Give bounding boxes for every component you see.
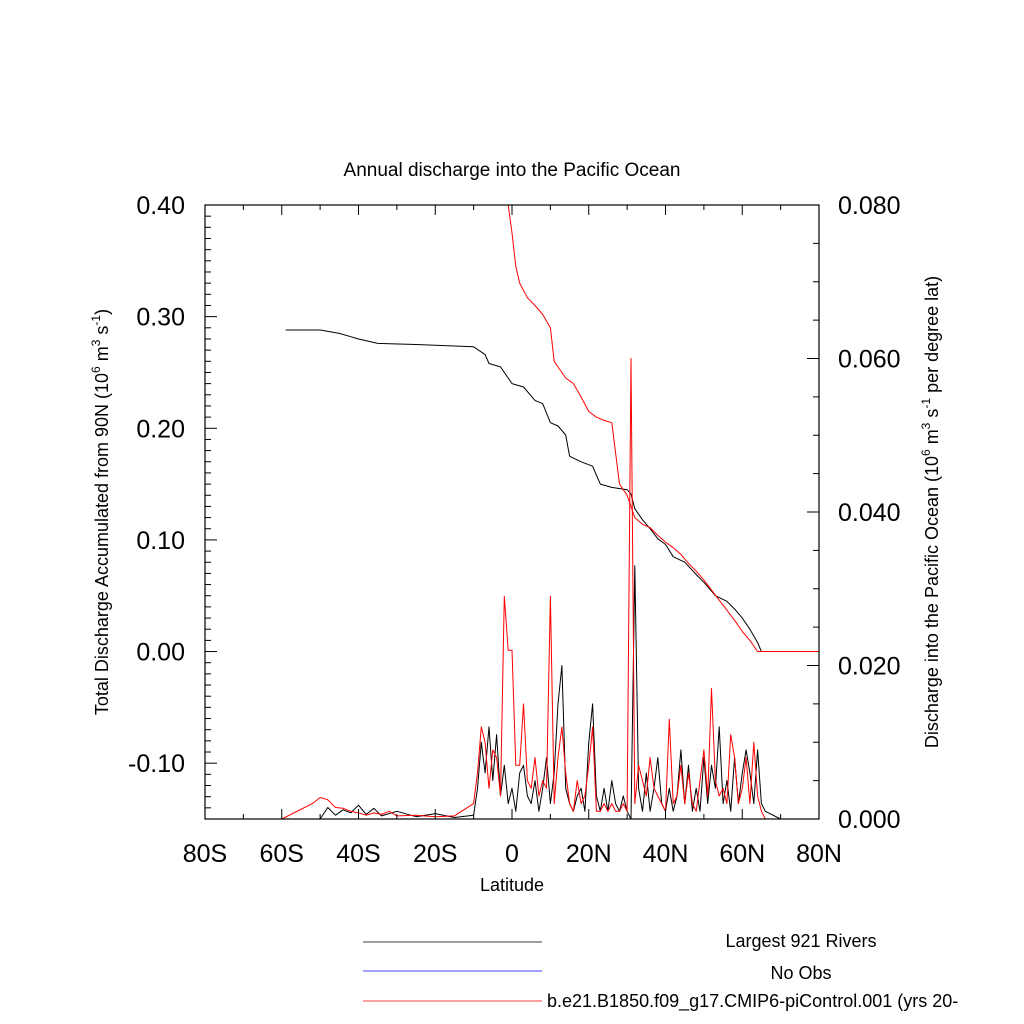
y-left-label-sup2: 3 [89,339,103,346]
y-left-label-mid1: m [92,346,112,366]
series-line-model-run-left [507,204,819,652]
x-tick-label: 20S [413,840,457,868]
series-line-largest-rivers-left [285,329,819,652]
y-right-label-mid2: s [922,409,942,423]
x-tick-label: 20N [566,840,612,868]
y-left-tick-label: 0.30 [136,304,185,332]
x-axis-label: Latitude [480,875,544,895]
x-tick-label: 60N [719,840,765,868]
x-tick-label: 80S [183,840,227,868]
x-tick-label: 40S [336,840,380,868]
y-left-label-sup1: 6 [89,366,103,373]
legend-label-largest-rivers: Largest 921 Rivers [725,931,876,951]
x-tick-label: 80N [796,840,842,868]
y-axis-label-right: Discharge into the Pacific Ocean (106 m3… [919,276,942,748]
y-right-tick-label: 0.040 [838,499,901,527]
y-left-tick-label: 0.10 [136,527,185,555]
y-right-label-sup3: -1 [919,398,933,409]
x-tick-label: 40N [643,840,689,868]
plot-area: 80S 60S 40S 20S 0 20N 40N 60N 80N 0.40 0.30 0.20 0.1… [128,192,901,868]
x-tick-label: 0 [505,840,519,868]
series-line-model-run-right [205,358,819,820]
y-right-label-sup1: 6 [919,449,933,456]
y-right-label-end: per degree lat) [922,276,942,398]
y-right-tick-label: 0.000 [838,806,901,834]
y-left-label-main: Total Discharge Accumulated from 90N (10 [92,373,112,715]
y-left-tick-label: 0.00 [136,639,185,667]
legend-label-no-obs: No Obs [770,963,831,983]
tick-layer: 80S 60S 40S 20S 0 20N 40N 60N 80N 0.40 0.30 0.20 0.1… [128,192,901,868]
y-left-tick-label: 0.20 [136,415,185,443]
chart-title: Annual discharge into the Pacific Ocean [344,160,681,181]
legend: Largest 921 Rivers No Obs b.e21.B1850.f0… [363,931,958,1012]
series-layer [205,204,819,820]
y-right-label-main: Discharge into the Pacific Ocean (10 [922,456,942,748]
y-axis-label-left: Total Discharge Accumulated from 90N (10… [89,309,112,715]
y-right-label-sup2: 3 [919,422,933,429]
y-left-label-end: ) [92,309,112,315]
y-right-tick-label: 0.060 [838,346,901,374]
plot-frame [204,204,820,820]
y-right-label-mid1: m [922,429,942,449]
y-left-tick-label: -0.10 [128,750,185,778]
y-right-tick-label: 0.020 [838,653,901,681]
x-tick-label: 60S [260,840,304,868]
legend-label-model-run: b.e21.B1850.f09_g17.CMIP6-piControl.001 … [547,991,958,1012]
y-right-tick-label: 0.080 [838,192,901,220]
y-left-tick-label: 0.40 [136,192,185,220]
y-left-label-sup3: -1 [89,315,103,326]
y-left-label-mid2: s [92,326,112,340]
series-line-largest-rivers-right [205,565,819,820]
